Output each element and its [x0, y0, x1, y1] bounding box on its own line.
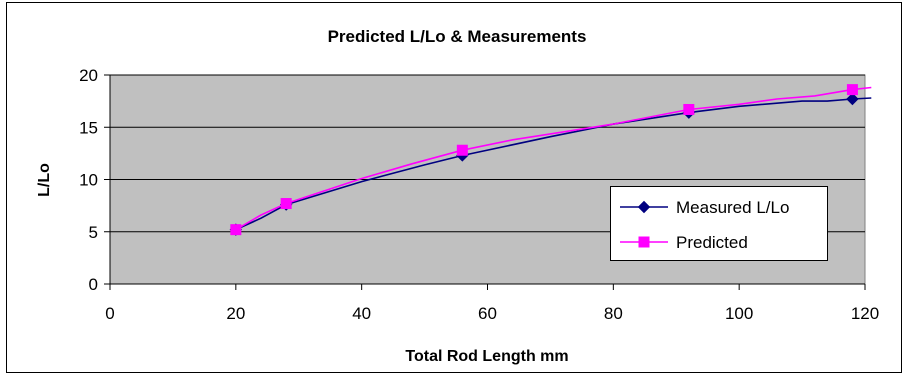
legend-marker — [638, 236, 650, 248]
series-layer — [229, 84, 872, 236]
x-tick-label: 60 — [478, 304, 497, 323]
x-tick-label: 0 — [105, 304, 114, 323]
series-1 — [230, 84, 872, 236]
legend-box — [610, 186, 828, 261]
chart-title: Predicted L/Lo & Measurements — [328, 27, 587, 46]
data-point — [846, 84, 858, 96]
data-point — [846, 92, 859, 106]
y-tick-label: 10 — [79, 171, 98, 190]
data-point — [280, 198, 292, 210]
x-tick-label: 40 — [352, 304, 371, 323]
x-tick-label: 100 — [725, 304, 753, 323]
legend: Measured L/Lo Predicted — [610, 186, 828, 261]
y-axis-label: L/Lo — [36, 163, 53, 197]
x-axis-label: Total Rod Length mm — [405, 348, 568, 365]
series-line — [235, 97, 872, 231]
series-line — [235, 86, 872, 231]
y-tick-label: 20 — [79, 66, 98, 85]
data-point — [230, 224, 242, 236]
y-tick-label: 0 — [89, 275, 98, 294]
y-tick-label: 5 — [89, 223, 98, 242]
axes: 0 20 40 60 80 100 120 0 5 10 15 20 — [79, 66, 879, 323]
legend-label: Predicted — [676, 233, 748, 252]
x-tick-label: 80 — [604, 304, 623, 323]
x-tick-label: 120 — [851, 304, 879, 323]
data-point — [456, 144, 468, 156]
legend-marker — [637, 200, 651, 214]
legend-label: Measured L/Lo — [676, 198, 789, 217]
data-point — [683, 103, 695, 115]
x-tick-label: 20 — [226, 304, 245, 323]
y-tick-label: 15 — [79, 118, 98, 137]
